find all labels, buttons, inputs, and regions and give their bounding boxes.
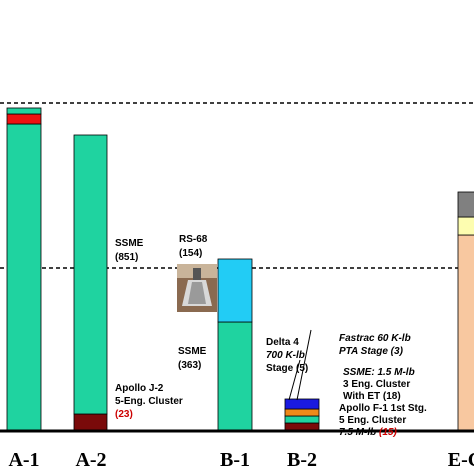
bar-a-1-segment-3	[6, 107, 42, 115]
annotation-line: 5 Eng. Cluster	[339, 415, 406, 426]
bar-e-co-segment-1	[457, 234, 474, 431]
annotation-line: With ET (18)	[343, 391, 401, 402]
category-label: B-1	[220, 449, 250, 471]
annotation-2: Apollo J-2 5-Eng. Cluster (23)	[115, 383, 183, 420]
annotation-line: (154)	[179, 248, 202, 259]
annotation-1: SSME (851)	[115, 238, 144, 263]
annotation-line: Apollo J-2	[115, 383, 164, 394]
annotation-line: 700 K-lb	[266, 350, 305, 361]
annotation-line: SSME: 1.5 M-lb	[343, 367, 415, 378]
annotation-line: Delta 4	[266, 337, 299, 348]
annotation-line: Apollo F-1 1st Stg.	[339, 403, 427, 414]
annotation-line: 7.5 M-lb (15)	[339, 427, 397, 438]
annotation-line: 3 Eng. Cluster	[343, 379, 410, 390]
bar-b-2-segment-3	[284, 408, 320, 417]
category-labels: A-1 A-2 B-1 B-2 E-Co	[8, 449, 474, 471]
rocket-engine-photo-icon	[177, 264, 217, 312]
bar-b-1-segment-1	[217, 321, 253, 431]
reference-lines	[0, 102, 474, 269]
category-label: B-2	[287, 449, 317, 471]
annotation-line: (23)	[115, 409, 133, 420]
annotation-line: 5-Eng. Cluster	[115, 396, 183, 407]
bar-e-co-segment-3	[457, 191, 474, 218]
category-label: A-1	[8, 449, 39, 471]
annotation-line: PTA Stage (3)	[339, 346, 404, 357]
bars	[6, 107, 474, 431]
annotation-4: SSME (363)	[178, 346, 207, 371]
annotation-line: (363)	[178, 360, 201, 371]
annotation-line: SSME	[115, 238, 144, 249]
bar-a-1-segment-1	[6, 123, 42, 431]
annotation-line: Fastrac 60 K-lb	[339, 333, 411, 344]
annotation-line: SSME	[178, 346, 207, 357]
category-label: A-2	[75, 449, 106, 471]
bar-b-2-segment-2	[284, 415, 320, 424]
bar-b-1-segment-2	[217, 258, 253, 323]
annotation-line: (851)	[115, 252, 138, 263]
bar-b-2-segment-1	[284, 422, 320, 431]
annotations: SSME (851) Apollo J-2 5-Eng. Cluster (23) RS-…	[115, 234, 427, 438]
category-label: E-Co	[448, 449, 474, 471]
bar-e-co-segment-2	[457, 216, 474, 236]
leader-lines	[288, 329, 312, 401]
annotation-line: Stage (5)	[266, 363, 308, 374]
bar-b-2-segment-4	[284, 398, 320, 410]
bar-a-1-segment-2	[6, 113, 42, 125]
annotation-3: RS-68 (154)	[179, 234, 208, 259]
annotation-line: RS-68	[179, 234, 208, 245]
bar-a-2-segment-1	[73, 413, 108, 431]
annotation-5: Fastrac 60 K-lb PTA Stage (3)	[339, 333, 411, 357]
bar-a-2-segment-2	[73, 134, 108, 415]
annotation-6: Delta 4 700 K-lb Stage (5)	[266, 337, 308, 374]
